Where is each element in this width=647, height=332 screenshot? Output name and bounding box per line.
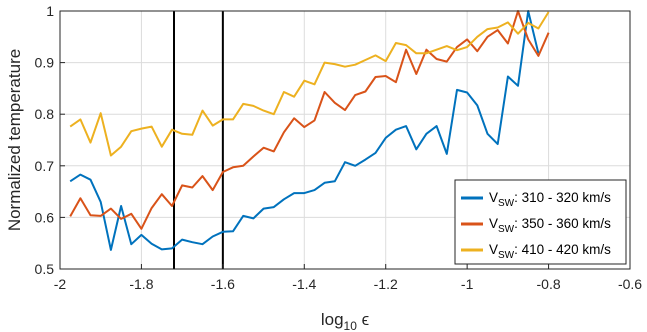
legend-box <box>454 179 627 265</box>
legend-label-1: VSW: 310 - 320 km/s <box>489 190 611 209</box>
x-axis-ticks: -2 -1.8 -1.6 -1.4 -1.2 -1 -0.8 -0.6 <box>54 264 642 292</box>
x-tick-label: -1.2 <box>374 276 398 292</box>
x-tick-label: -1 <box>461 276 474 292</box>
y-tick-label: 0.5 <box>35 261 55 277</box>
x-tick-label: -1.6 <box>211 276 235 292</box>
x-axis-label: log10 ϵ <box>321 310 369 332</box>
y-tick-label: 0.8 <box>35 106 55 122</box>
x-tick-label: -0.8 <box>537 276 561 292</box>
series-line-3 <box>69 11 550 157</box>
y-tick-label: 0.6 <box>35 209 55 225</box>
reference-lines <box>173 11 224 269</box>
x-tick-label: -1.4 <box>292 276 316 292</box>
series-line-1 <box>69 10 540 251</box>
y-axis-label: Normalized temperature <box>5 49 24 231</box>
series-group <box>69 10 550 251</box>
y-tick-label: 0.9 <box>35 55 55 71</box>
y-tick-label: 0.7 <box>35 158 55 174</box>
legend-label-3: VSW: 410 - 420 km/s <box>489 242 611 261</box>
y-tick-label: 1 <box>46 3 54 19</box>
x-tick-label: -1.8 <box>129 276 153 292</box>
series-line-2 <box>69 10 550 230</box>
legend-label-2: VSW: 350 - 360 km/s <box>489 216 611 235</box>
x-tick-label: -2 <box>54 276 67 292</box>
legend: VSW: 310 - 320 km/s VSW: 350 - 360 km/s VS… <box>454 179 627 265</box>
y-axis-ticks: 0.5 0.6 0.7 0.8 0.9 1 <box>35 3 65 277</box>
x-tick-label: -0.6 <box>618 276 642 292</box>
plot-frame <box>59 10 631 270</box>
